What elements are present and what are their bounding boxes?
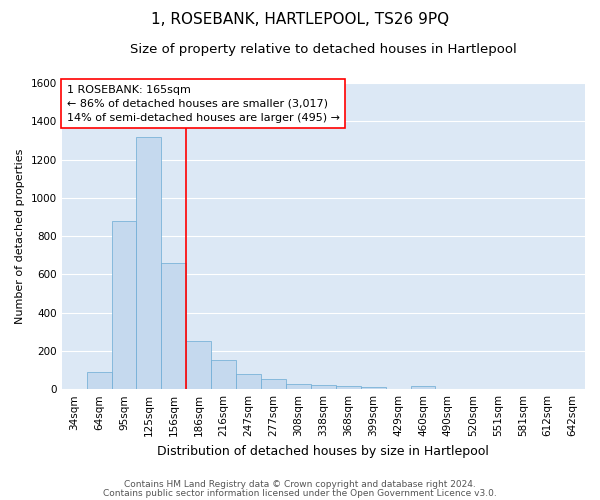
Bar [286,384,311,389]
Text: Contains HM Land Registry data © Crown copyright and database right 2024.: Contains HM Land Registry data © Crown c… [124,480,476,489]
Bar [211,360,236,389]
Bar [261,378,286,389]
Bar [311,386,336,389]
Bar [186,342,211,389]
Bar [161,263,186,389]
Bar [236,374,261,389]
Bar [410,386,436,389]
Bar [336,386,361,389]
Title: Size of property relative to detached houses in Hartlepool: Size of property relative to detached ho… [130,42,517,56]
Text: Contains public sector information licensed under the Open Government Licence v3: Contains public sector information licen… [103,488,497,498]
Bar [361,388,386,389]
Text: 1 ROSEBANK: 165sqm
← 86% of detached houses are smaller (3,017)
14% of semi-deta: 1 ROSEBANK: 165sqm ← 86% of detached hou… [67,84,340,122]
Bar [86,372,112,389]
Y-axis label: Number of detached properties: Number of detached properties [15,148,25,324]
Bar [136,136,161,389]
X-axis label: Distribution of detached houses by size in Hartlepool: Distribution of detached houses by size … [157,444,489,458]
Bar [112,221,136,389]
Text: 1, ROSEBANK, HARTLEPOOL, TS26 9PQ: 1, ROSEBANK, HARTLEPOOL, TS26 9PQ [151,12,449,28]
